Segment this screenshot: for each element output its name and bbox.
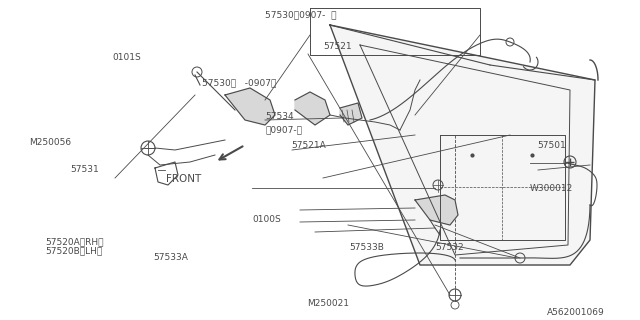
Text: 0100S: 0100S — [253, 215, 282, 224]
Text: 57520A〈RH〉: 57520A〈RH〉 — [45, 237, 103, 246]
Text: A562001069: A562001069 — [547, 308, 605, 317]
Text: 57533A: 57533A — [154, 253, 188, 262]
Text: W300012: W300012 — [530, 184, 573, 193]
Polygon shape — [415, 195, 458, 225]
Text: 57534: 57534 — [266, 112, 294, 121]
Polygon shape — [340, 103, 362, 125]
Polygon shape — [330, 25, 595, 265]
Text: 57501: 57501 — [538, 141, 566, 150]
Text: 57533B: 57533B — [349, 244, 383, 252]
Text: 57531: 57531 — [70, 165, 99, 174]
Text: FRONT: FRONT — [166, 174, 202, 184]
Text: M250021: M250021 — [307, 300, 349, 308]
Text: 0101S: 0101S — [112, 53, 141, 62]
Text: 57530〈0907-  〉: 57530〈0907- 〉 — [265, 10, 337, 19]
Text: 57532: 57532 — [435, 244, 464, 252]
Text: 57521: 57521 — [323, 42, 352, 51]
Text: 〈0907-〉: 〈0907-〉 — [266, 125, 303, 134]
Polygon shape — [225, 88, 275, 125]
Text: 57530〈   -0907〉: 57530〈 -0907〉 — [202, 79, 276, 88]
Text: M250056: M250056 — [29, 138, 71, 147]
Polygon shape — [295, 92, 330, 125]
Text: 57520B〈LH〉: 57520B〈LH〉 — [45, 247, 102, 256]
Text: 57521A: 57521A — [291, 141, 326, 150]
